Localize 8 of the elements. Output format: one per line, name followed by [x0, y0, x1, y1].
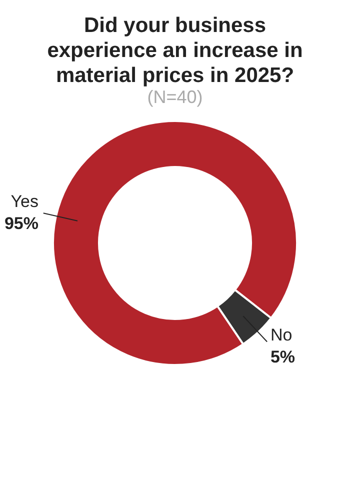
data-label: 5%: [270, 347, 296, 366]
chart-title: Did your business experience an increase in material prices in 2025?: [47, 14, 303, 87]
slice-label: Yes: [10, 192, 38, 211]
chart-subtitle: (N=40): [147, 87, 203, 107]
donut-slice: [216, 288, 272, 346]
data-label: 95%: [4, 214, 38, 233]
donut-slice: [52, 120, 298, 366]
slice-label: No: [270, 325, 292, 344]
